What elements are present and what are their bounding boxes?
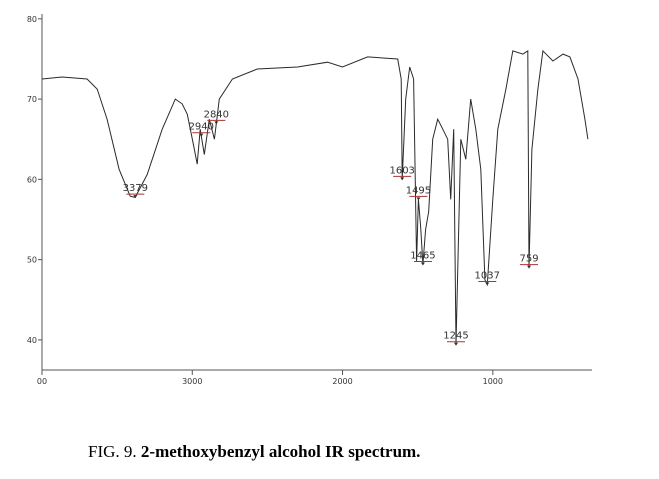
y-tick-label: 50 <box>27 256 37 265</box>
spectrum-line <box>41 49 589 345</box>
peak-label: 3379 <box>123 183 148 194</box>
x-tick-label: 1000 <box>483 377 503 386</box>
peak-label: 1495 <box>406 185 431 196</box>
caption-text: 2-methoxybenzyl alcohol IR spectrum. <box>141 442 421 461</box>
x-tick-label: 3000 <box>182 377 202 386</box>
caption-label: FIG. 9. <box>88 442 137 461</box>
peak-label: 1245 <box>443 331 468 342</box>
x-tick-label: 00 <box>37 377 47 386</box>
peak-label: 1465 <box>410 250 435 261</box>
peak-label: 2840 <box>204 109 229 120</box>
peak-pointer <box>454 342 459 346</box>
y-tick-label: 60 <box>27 175 37 184</box>
y-tick-label: 70 <box>27 95 37 104</box>
peak-pointer <box>133 195 138 199</box>
caption: FIG. 9. 2-methoxybenzyl alcohol IR spect… <box>88 442 420 461</box>
peak-pointer <box>527 265 532 269</box>
peak-pointer <box>214 121 219 125</box>
peak-label: 1037 <box>475 271 500 282</box>
peak-pointer <box>416 197 421 201</box>
peak-label: 2940 <box>189 122 214 133</box>
y-tick-label: 40 <box>27 336 37 345</box>
peak-pointer <box>199 133 204 137</box>
x-tick-label: 2000 <box>332 377 352 386</box>
y-tick-label: 80 <box>27 15 37 24</box>
peak-pointer <box>400 177 405 181</box>
peak-pointer <box>485 282 490 286</box>
peak-label: 1603 <box>389 165 414 176</box>
peak-pointer <box>420 262 425 266</box>
peak-label: 759 <box>519 254 538 265</box>
